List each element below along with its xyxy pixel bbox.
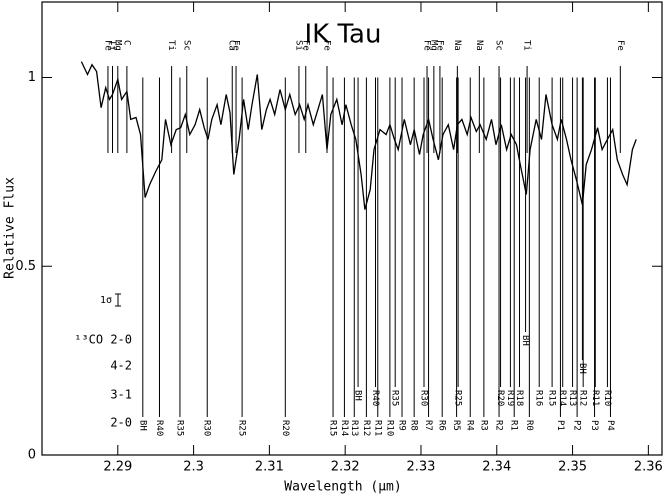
atomic-label: Fe bbox=[422, 40, 432, 51]
atomic-label: Sc bbox=[494, 40, 504, 51]
x-tick-label: 2.3 bbox=[183, 460, 204, 475]
co-label: R20 bbox=[495, 390, 505, 406]
co-label: R8 bbox=[409, 420, 419, 431]
atomic-label: Ti bbox=[166, 40, 176, 51]
chart-title: IK Tau bbox=[305, 20, 382, 50]
x-tick-label: 2.29 bbox=[103, 460, 132, 475]
atomic-label: Fe bbox=[434, 40, 444, 51]
co-label: P1 bbox=[555, 420, 565, 431]
x-tick-label: 2.35 bbox=[558, 460, 587, 475]
co-label: R20 bbox=[280, 420, 290, 436]
co-label: R35 bbox=[390, 390, 400, 406]
atomic-label: Ca bbox=[227, 40, 237, 51]
band-label: 4-2 bbox=[110, 359, 132, 373]
atomic-label: Mg bbox=[112, 40, 122, 51]
co-label: BH bbox=[520, 335, 530, 346]
co-label: R3 bbox=[478, 420, 488, 431]
co-label: R30 bbox=[202, 420, 212, 436]
co-label: R0 bbox=[524, 420, 534, 431]
co-label: P2 bbox=[572, 420, 582, 431]
atomic-label: Fe bbox=[102, 40, 112, 51]
co-label: R19 bbox=[505, 390, 515, 406]
x-tick-label: 2.32 bbox=[331, 460, 360, 475]
co-label: R7 bbox=[423, 420, 433, 431]
co-label: BH bbox=[353, 390, 363, 401]
co-label: R25 bbox=[237, 420, 247, 436]
co-label: R11 bbox=[590, 390, 600, 406]
co-label: P3 bbox=[589, 420, 599, 431]
co-label: R10 bbox=[602, 390, 612, 406]
atomic-label: Si bbox=[293, 40, 303, 51]
plot-frame bbox=[41, 1, 663, 456]
co-label: R35 bbox=[174, 420, 184, 436]
co-label: R2 bbox=[494, 420, 504, 431]
co-label: R14 bbox=[339, 420, 349, 436]
co-label: R4 bbox=[465, 420, 475, 431]
co-label: BH bbox=[577, 363, 587, 374]
atomic-label: Na bbox=[452, 40, 462, 51]
sigma-label: 1σ bbox=[100, 295, 112, 306]
atomic-label: Fe bbox=[300, 40, 310, 51]
co-label: R25 bbox=[453, 390, 463, 406]
atomic-label: C bbox=[121, 40, 131, 45]
co-label: P4 bbox=[605, 420, 615, 431]
co-label: R40 bbox=[370, 390, 380, 406]
co-label: R13 bbox=[567, 390, 577, 406]
co-label: R12 bbox=[361, 420, 371, 436]
band-label: 2-0 bbox=[110, 416, 132, 430]
x-tick-label: 2.36 bbox=[634, 460, 663, 475]
co-label: R16 bbox=[534, 390, 544, 406]
x-axis-label: Wavelength (μm) bbox=[284, 480, 401, 495]
y-axis-label: Relative Flux bbox=[3, 177, 18, 279]
x-tick-label: 2.31 bbox=[255, 460, 284, 475]
co-label: R11 bbox=[372, 420, 382, 436]
co-label: BH bbox=[137, 420, 147, 431]
co-label: R15 bbox=[547, 390, 557, 406]
y-tick-label: 0.5 bbox=[15, 259, 36, 274]
x-tick-label: 2.33 bbox=[406, 460, 435, 475]
band-label: ¹³CO 2-0 bbox=[74, 333, 132, 347]
co-label: R1 bbox=[509, 420, 519, 431]
atomic-label: Mg bbox=[428, 40, 438, 51]
atomic-label: Fe bbox=[321, 40, 331, 51]
co-label: R10 bbox=[384, 420, 394, 436]
co-label: R13 bbox=[349, 420, 359, 436]
y-tick-label: 1 bbox=[28, 70, 36, 85]
co-label: R30 bbox=[419, 390, 429, 406]
atomic-label: Na bbox=[474, 40, 484, 51]
spectrum bbox=[80, 61, 637, 210]
atomic-label: Fe bbox=[615, 40, 625, 51]
co-label: R40 bbox=[154, 420, 164, 436]
co-label: R18 bbox=[514, 390, 524, 406]
atomic-label: Ti bbox=[522, 40, 532, 51]
atomic-label: Ti bbox=[107, 40, 117, 51]
y-tick-label: 0 bbox=[28, 448, 36, 463]
atomic-label: Fe bbox=[231, 40, 241, 51]
atomic-label: Sc bbox=[181, 40, 191, 51]
sigma-bar bbox=[115, 293, 121, 307]
co-label: R9 bbox=[397, 420, 407, 431]
co-label: R15 bbox=[328, 420, 338, 436]
co-label: R14 bbox=[557, 390, 567, 406]
co-label: R12 bbox=[578, 390, 588, 406]
band-label: 3-1 bbox=[110, 388, 132, 402]
co-label: R6 bbox=[437, 420, 447, 431]
x-tick-label: 2.34 bbox=[482, 460, 511, 475]
co-label: R5 bbox=[451, 420, 461, 431]
